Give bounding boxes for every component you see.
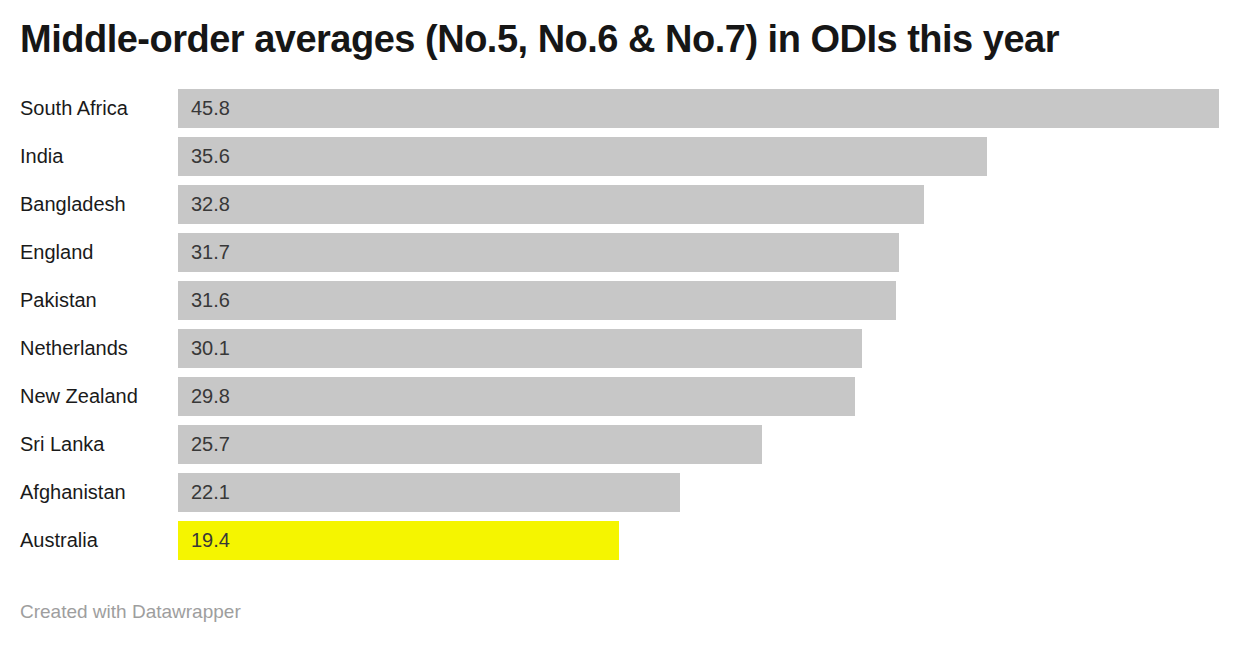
chart-container: Middle-order averages (No.5, No.6 & No.7… <box>0 0 1240 648</box>
bar-area: 19.4 <box>178 521 1219 560</box>
value-label: 22.1 <box>178 481 230 504</box>
bar-row: New Zealand 29.8 <box>0 377 1240 416</box>
value-label: 31.6 <box>178 289 230 312</box>
bar: 22.1 <box>178 473 680 512</box>
bar-row: Afghanistan 22.1 <box>0 473 1240 512</box>
category-label: India <box>0 137 178 176</box>
value-label: 45.8 <box>178 97 230 120</box>
value-label: 32.8 <box>178 193 230 216</box>
bar-area: 29.8 <box>178 377 1219 416</box>
bar: 32.8 <box>178 185 924 224</box>
value-label: 31.7 <box>178 241 230 264</box>
bar-area: 31.7 <box>178 233 1219 272</box>
bar-area: 32.8 <box>178 185 1219 224</box>
bar: 19.4 <box>178 521 619 560</box>
bar-row: Sri Lanka 25.7 <box>0 425 1240 464</box>
category-label: Sri Lanka <box>0 425 178 464</box>
bar: 35.6 <box>178 137 987 176</box>
value-label: 19.4 <box>178 529 230 552</box>
category-label: England <box>0 233 178 272</box>
attribution-text: Created with Datawrapper <box>20 601 241 623</box>
bar-row: Australia 19.4 <box>0 521 1240 560</box>
bar-row: Bangladesh 32.8 <box>0 185 1240 224</box>
bar: 29.8 <box>178 377 855 416</box>
bar-row: South Africa 45.8 <box>0 89 1240 128</box>
bar-area: 30.1 <box>178 329 1219 368</box>
bar: 45.8 <box>178 89 1219 128</box>
bar: 31.6 <box>178 281 896 320</box>
bar-area: 35.6 <box>178 137 1219 176</box>
value-label: 35.6 <box>178 145 230 168</box>
bar-chart: South Africa 45.8 India 35.6 Bangladesh … <box>0 89 1240 569</box>
bar: 30.1 <box>178 329 862 368</box>
bar-area: 25.7 <box>178 425 1219 464</box>
bar-area: 31.6 <box>178 281 1219 320</box>
bar-row: Pakistan 31.6 <box>0 281 1240 320</box>
bar-row: England 31.7 <box>0 233 1240 272</box>
bar-row: India 35.6 <box>0 137 1240 176</box>
bar-row: Netherlands 30.1 <box>0 329 1240 368</box>
value-label: 30.1 <box>178 337 230 360</box>
value-label: 25.7 <box>178 433 230 456</box>
bar: 25.7 <box>178 425 762 464</box>
category-label: New Zealand <box>0 377 178 416</box>
value-label: 29.8 <box>178 385 230 408</box>
category-label: South Africa <box>0 89 178 128</box>
bar: 31.7 <box>178 233 899 272</box>
category-label: Australia <box>0 521 178 560</box>
bar-area: 22.1 <box>178 473 1219 512</box>
category-label: Netherlands <box>0 329 178 368</box>
chart-title: Middle-order averages (No.5, No.6 & No.7… <box>20 16 1059 62</box>
category-label: Afghanistan <box>0 473 178 512</box>
category-label: Pakistan <box>0 281 178 320</box>
bar-area: 45.8 <box>178 89 1219 128</box>
category-label: Bangladesh <box>0 185 178 224</box>
